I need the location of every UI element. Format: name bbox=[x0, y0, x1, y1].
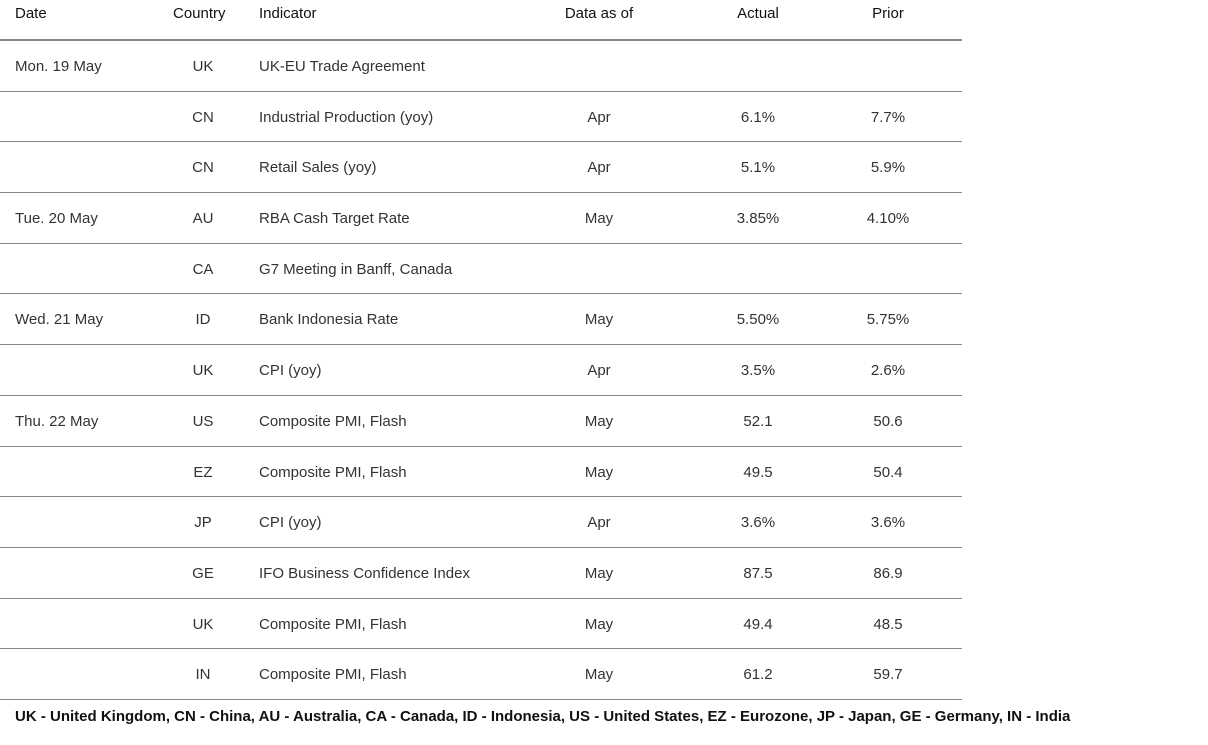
cell-data-as-of: May bbox=[584, 666, 614, 684]
cell-actual: 49.5 bbox=[743, 463, 773, 481]
table-row: GE IFO Business Confidence Index May 87.… bbox=[0, 548, 962, 599]
cell-data-as-of: Apr bbox=[587, 108, 611, 126]
table-row: Thu. 22 May US Composite PMI, Flash May … bbox=[0, 396, 962, 447]
cell-prior: 5.75% bbox=[866, 311, 910, 329]
cell-country: CA bbox=[192, 260, 214, 278]
cell-data-as-of: May bbox=[584, 463, 614, 481]
table-body: Mon. 19 May UK UK-EU Trade Agreement CN … bbox=[0, 41, 962, 700]
cell-actual: 3.6% bbox=[740, 514, 776, 532]
cell-actual: 87.5 bbox=[743, 564, 773, 582]
cell-indicator: Retail Sales (yoy) bbox=[259, 159, 377, 177]
table-row: Wed. 21 May ID Bank Indonesia Rate May 5… bbox=[0, 294, 962, 346]
cell-actual: 5.1% bbox=[740, 159, 776, 177]
cell-prior: 2.6% bbox=[870, 362, 906, 380]
header-indicator: Indicator bbox=[259, 5, 317, 22]
table-row: CN Retail Sales (yoy) Apr 5.1% 5.9% bbox=[0, 142, 962, 194]
header-date: Date bbox=[15, 5, 47, 22]
table-row: EZ Composite PMI, Flash May 49.5 50.4 bbox=[0, 447, 962, 498]
cell-actual: 3.85% bbox=[736, 210, 780, 228]
cell-date: Wed. 21 May bbox=[15, 311, 104, 329]
cell-prior: 7.7% bbox=[870, 108, 906, 126]
cell-data-as-of: Apr bbox=[587, 159, 611, 177]
cell-actual: 52.1 bbox=[743, 412, 773, 430]
cell-prior: 59.7 bbox=[873, 666, 903, 684]
cell-country: US bbox=[192, 412, 214, 430]
cell-data-as-of: May bbox=[584, 311, 614, 329]
cell-date: Mon. 19 May bbox=[15, 58, 102, 75]
table-row: Mon. 19 May UK UK-EU Trade Agreement bbox=[0, 41, 962, 92]
cell-indicator: Composite PMI, Flash bbox=[259, 666, 407, 684]
cell-indicator: Composite PMI, Flash bbox=[259, 412, 407, 430]
table-row: IN Composite PMI, Flash May 61.2 59.7 bbox=[0, 649, 962, 700]
table-row: UK CPI (yoy) Apr 3.5% 2.6% bbox=[0, 345, 962, 396]
table-row: Tue. 20 May AU RBA Cash Target Rate May … bbox=[0, 193, 962, 244]
table-row: JP CPI (yoy) Apr 3.6% 3.6% bbox=[0, 497, 962, 548]
cell-data-as-of: Apr bbox=[587, 514, 611, 532]
cell-data-as-of: May bbox=[584, 615, 614, 633]
header-data-as-of: Data as of bbox=[564, 5, 634, 22]
cell-country: UK bbox=[192, 615, 214, 633]
cell-indicator: Industrial Production (yoy) bbox=[259, 108, 434, 126]
cell-indicator: UK-EU Trade Agreement bbox=[259, 58, 425, 75]
cell-prior: 50.4 bbox=[873, 463, 903, 481]
cell-indicator: RBA Cash Target Rate bbox=[259, 210, 410, 228]
cell-indicator: Composite PMI, Flash bbox=[259, 615, 407, 633]
cell-indicator: CPI (yoy) bbox=[259, 362, 322, 380]
cell-prior: 86.9 bbox=[873, 564, 903, 582]
table-row: CN Industrial Production (yoy) Apr 6.1% … bbox=[0, 92, 962, 143]
cell-date: Tue. 20 May bbox=[15, 210, 98, 228]
cell-actual: 6.1% bbox=[740, 108, 776, 126]
cell-data-as-of: Apr bbox=[587, 362, 611, 380]
cell-indicator: CPI (yoy) bbox=[259, 514, 322, 532]
cell-country: UK bbox=[192, 362, 214, 380]
cell-actual: 61.2 bbox=[743, 666, 773, 684]
cell-country: CN bbox=[192, 159, 214, 177]
cell-country: GE bbox=[192, 564, 214, 582]
cell-country: CN bbox=[192, 108, 214, 126]
header-prior: Prior bbox=[872, 5, 904, 22]
cell-actual: 5.50% bbox=[736, 311, 780, 329]
cell-data-as-of: May bbox=[584, 210, 614, 228]
table-row: CA G7 Meeting in Banff, Canada bbox=[0, 244, 962, 295]
cell-actual: 3.5% bbox=[740, 362, 776, 380]
cell-indicator: IFO Business Confidence Index bbox=[259, 564, 470, 582]
cell-country: UK bbox=[192, 58, 214, 75]
cell-prior: 4.10% bbox=[866, 210, 910, 228]
cell-prior: 3.6% bbox=[870, 514, 906, 532]
cell-indicator: G7 Meeting in Banff, Canada bbox=[259, 260, 453, 278]
cell-indicator: Bank Indonesia Rate bbox=[259, 311, 399, 329]
cell-country: ID bbox=[195, 311, 211, 329]
cell-date: Thu. 22 May bbox=[15, 412, 99, 430]
table-header: Date Country Indicator Data as of Actual… bbox=[0, 0, 962, 41]
cell-prior: 50.6 bbox=[873, 412, 903, 430]
cell-data-as-of: May bbox=[584, 412, 614, 430]
cell-data-as-of: May bbox=[584, 564, 614, 582]
cell-country: EZ bbox=[193, 463, 213, 481]
cell-country: AU bbox=[192, 210, 214, 228]
cell-country: IN bbox=[195, 666, 211, 684]
table-row: UK Composite PMI, Flash May 49.4 48.5 bbox=[0, 599, 962, 650]
cell-prior: 5.9% bbox=[870, 159, 906, 177]
cell-country: JP bbox=[194, 514, 212, 532]
cell-prior: 48.5 bbox=[873, 615, 903, 633]
cell-actual: 49.4 bbox=[743, 615, 773, 633]
country-code-footnote: UK - United Kingdom, CN - China, AU - Au… bbox=[15, 708, 1071, 725]
header-actual: Actual bbox=[737, 5, 779, 22]
cell-indicator: Composite PMI, Flash bbox=[259, 463, 407, 481]
header-country: Country bbox=[173, 5, 226, 22]
